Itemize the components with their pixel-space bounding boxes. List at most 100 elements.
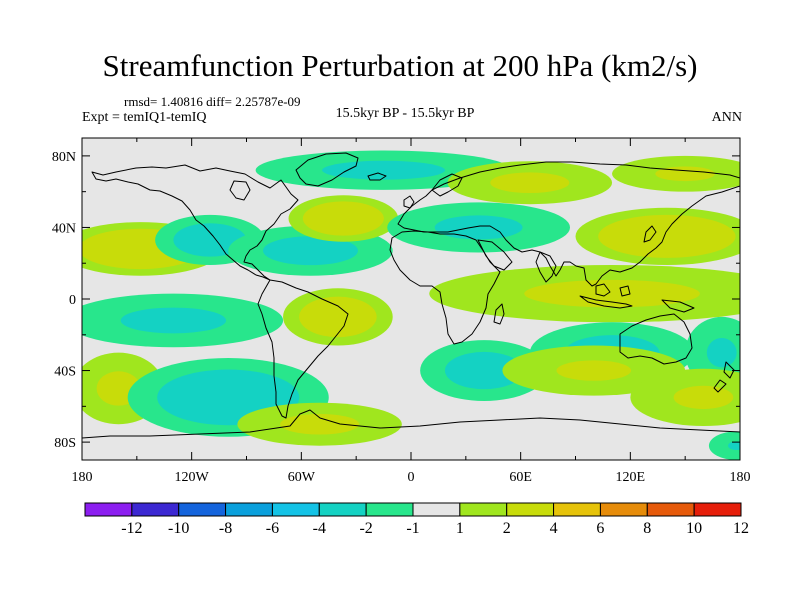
colorbar-swatch-0	[84, 502, 133, 517]
anomaly-11	[82, 293, 284, 348]
colorbar-label: -1	[406, 520, 419, 537]
anomaly-5	[447, 161, 613, 205]
stats-line: rmsd= 1.40816 diff= 2.25787e-09	[124, 94, 301, 109]
anomaly-20-band-0	[708, 431, 740, 460]
anomaly-17-band-1	[706, 338, 737, 368]
colorbar-label: 12	[733, 520, 749, 537]
experiment-label: Expt = temIQ1-temIQ	[82, 110, 207, 125]
coastline-eurasia	[397, 161, 740, 287]
anomaly-7	[575, 207, 740, 266]
period-label: 15.5kyr BP - 15.5kyr BP	[335, 106, 475, 121]
anomaly-18-band-1	[556, 360, 632, 381]
coastline-scandinavia	[431, 173, 463, 197]
season-label: ANN	[711, 110, 742, 125]
anomaly-14-band-1	[280, 413, 360, 435]
coastline-arabia	[477, 239, 513, 271]
colorbar-swatch-3	[225, 502, 273, 517]
anomaly-9	[429, 265, 740, 323]
lat-tick-label: 40N	[52, 221, 76, 236]
colorbar-swatch-5	[318, 502, 367, 517]
coastlines	[82, 152, 740, 439]
lon-tick-label: 120W	[175, 470, 210, 485]
colorbar-label: -6	[266, 520, 279, 537]
axes: 80N 40N 0 40S 80S 180 120W 60W 0 60E 120E 180	[52, 138, 751, 485]
colorbar-swatch-1	[131, 502, 180, 517]
coastline-hudson-bay	[229, 180, 251, 201]
lon-tick-label: 120E	[616, 470, 646, 485]
lat-tick-label: 0	[69, 293, 76, 308]
colorbar-swatch-4	[271, 502, 320, 517]
lon-tick-label: 180	[72, 470, 93, 485]
colorbar-label: -10	[168, 520, 189, 537]
anomaly-20	[708, 431, 740, 460]
colorbar-label: 2	[503, 520, 511, 537]
colorbar-label: -4	[313, 520, 326, 537]
coastline-south-america	[257, 279, 349, 419]
anomaly-20-band-1	[728, 441, 740, 451]
colorbar-label: -8	[219, 520, 232, 537]
coastline-japan	[643, 225, 657, 243]
anomaly-19	[630, 368, 740, 427]
anomaly-10-band-1	[299, 296, 377, 338]
colorbar-swatch-7	[412, 502, 461, 517]
coastline-australia	[619, 313, 693, 365]
coastline-new-guinea	[661, 299, 695, 313]
anomaly-6-band-1	[434, 215, 523, 240]
colorbar-label: 8	[643, 520, 651, 537]
anomaly-1-band-1	[173, 223, 247, 257]
colorbar-label: 1	[456, 520, 464, 537]
lon-tick-label: 60E	[509, 470, 532, 485]
colorbar: -12 -10 -8 -6 -4 -2 -1 1 2 4 6 8 10 12	[84, 502, 749, 537]
anomaly-6	[387, 202, 571, 253]
anomaly-9-band-1	[524, 279, 700, 308]
lon-tick-label: 180	[730, 470, 751, 485]
lat-tick-label: 40S	[54, 365, 76, 380]
anomaly-8-band-1	[655, 166, 716, 182]
anomaly-10	[283, 288, 393, 346]
coastline-north-america	[91, 164, 299, 281]
coastline-madagascar	[493, 303, 505, 325]
colorbar-swatch-13	[693, 502, 742, 517]
colorbar-swatch-6	[365, 502, 414, 517]
colorbar-swatch-10	[553, 502, 601, 517]
anomaly-18	[502, 345, 686, 396]
coastline-india	[535, 251, 557, 283]
anomaly-4-band-1	[322, 160, 446, 180]
colorbar-swatch-11	[599, 502, 648, 517]
coastline-greenland	[295, 152, 359, 187]
lat-tick-label: 80S	[54, 436, 76, 451]
coastline-new-zealand	[713, 361, 735, 393]
lat-tick-label: 80N	[52, 150, 76, 165]
coastline-british-isles	[403, 195, 415, 209]
anomaly-19-band-1	[673, 385, 734, 410]
coastline-indonesia	[579, 283, 633, 309]
anomaly-15	[420, 340, 549, 401]
chart-title: Streamfunction Perturbation at 200 hPa (…	[102, 48, 698, 83]
colorbar-label: -12	[121, 520, 142, 537]
anomaly-15-band-1	[444, 351, 524, 390]
anomaly-14	[237, 402, 402, 446]
anomaly-5-band-1	[490, 172, 570, 194]
colorbar-swatch-2	[178, 502, 227, 517]
anomaly-layer	[82, 150, 740, 460]
colorbar-label: 6	[596, 520, 604, 537]
anomaly-8	[612, 155, 740, 192]
anomaly-4	[255, 150, 512, 190]
anomaly-3	[288, 195, 399, 242]
colorbar-label: -2	[359, 520, 372, 537]
anomaly-2-band-1	[262, 236, 358, 266]
coastline-africa	[389, 230, 501, 345]
colorbar-swatch-8	[459, 502, 508, 517]
lon-tick-label: 60W	[288, 470, 316, 485]
lon-tick-label: 0	[408, 470, 415, 485]
anomaly-7-band-1	[598, 214, 736, 258]
colorbar-swatch-12	[646, 502, 695, 517]
coastline-iceland	[367, 172, 387, 181]
anomaly-3-band-1	[302, 201, 384, 236]
anomaly-11-band-1	[120, 307, 227, 334]
colorbar-label: 10	[686, 520, 702, 537]
coastline-antarctica	[82, 409, 740, 439]
colorbar-swatch-9	[506, 502, 555, 517]
colorbar-label: 4	[550, 520, 558, 537]
